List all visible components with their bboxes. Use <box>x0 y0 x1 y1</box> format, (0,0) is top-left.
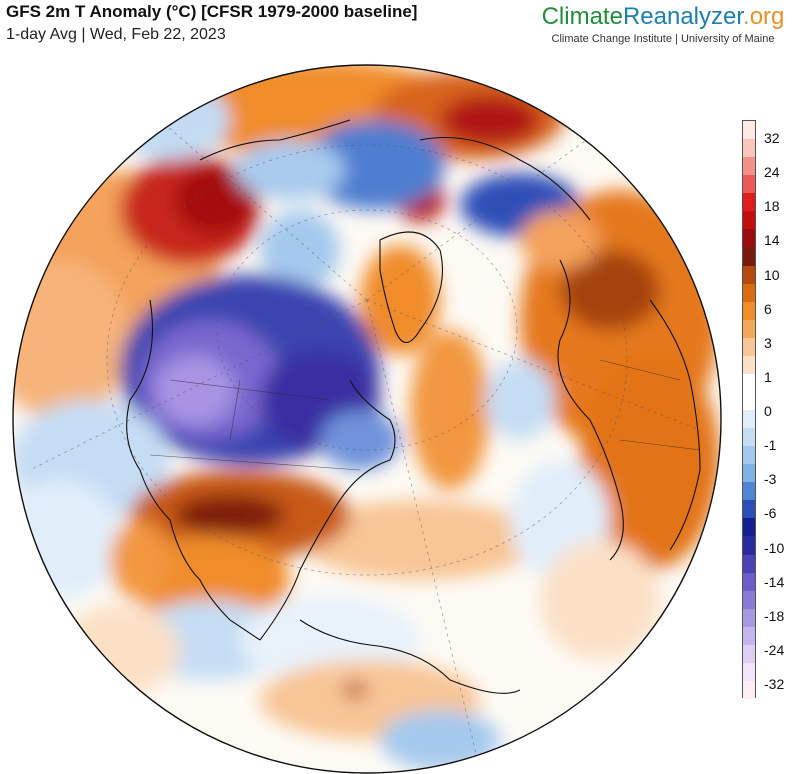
colorbar-segment <box>743 644 755 663</box>
colorbar-segment <box>743 319 755 338</box>
colorbar-segment <box>743 536 755 555</box>
colorbar <box>742 120 756 699</box>
colorbar-tick-label: 3 <box>764 334 772 351</box>
map-subtitle: 1-day Avg | Wed, Feb 22, 2023 <box>6 26 226 43</box>
colorbar-segment <box>743 626 755 645</box>
brand-tagline: Climate Change Institute | University of… <box>551 33 775 45</box>
map-title: GFS 2m T Anomaly (°C) [CFSR 1979-2000 ba… <box>6 2 418 21</box>
globe-disc <box>13 65 721 773</box>
globe-outline <box>12 64 722 774</box>
colorbar-segment <box>743 572 755 591</box>
colorbar-segment <box>743 337 755 356</box>
colorbar-segment <box>743 121 755 140</box>
colorbar-tick-label: 14 <box>764 232 780 249</box>
colorbar-segment <box>743 193 755 212</box>
colorbar-segment <box>743 446 755 465</box>
colorbar-segment <box>743 464 755 483</box>
colorbar-segment <box>743 175 755 194</box>
colorbar-segment <box>743 391 755 410</box>
colorbar-segment <box>743 680 755 699</box>
colorbar-tick-label: 24 <box>764 164 780 181</box>
colorbar-segment <box>743 500 755 519</box>
colorbar-tick-label: -10 <box>764 539 785 556</box>
colorbar-segment <box>743 662 755 681</box>
borders <box>149 359 701 471</box>
colorbar-segment <box>743 590 755 609</box>
colorbar-segment <box>743 373 755 392</box>
colorbar-tick-label: 6 <box>764 300 772 317</box>
brand-name: ClimateReanalyzer.org <box>541 3 785 30</box>
colorbar-tick-label: 10 <box>764 266 780 283</box>
colorbar-segment <box>743 301 755 320</box>
colorbar-tick-label: -6 <box>764 505 777 522</box>
coastlines <box>126 119 701 694</box>
colorbar-segment <box>743 283 755 302</box>
colorbar-segment <box>743 608 755 627</box>
colorbar-segment <box>743 410 755 429</box>
colorbar-segment <box>743 157 755 176</box>
colorbar-segment <box>743 428 755 447</box>
colorbar-segment <box>743 139 755 158</box>
colorbar-segment <box>743 265 755 284</box>
colorbar-tick-label: 0 <box>764 403 772 419</box>
colorbar-tick-label: -3 <box>764 471 777 488</box>
colorbar-tick-label: -24 <box>764 641 785 658</box>
brand-logo[interactable]: ClimateReanalyzer.org Climate Change Ins… <box>538 2 788 45</box>
colorbar-segment <box>743 518 755 537</box>
colorbar-tick-label: -14 <box>764 573 785 590</box>
colorbar-tick-label: 18 <box>764 198 780 215</box>
colorbar-tick-label: -32 <box>764 676 785 692</box>
colorbar-segment <box>743 211 755 230</box>
colorbar-tick-label: 32 <box>764 130 780 146</box>
colorbar-tick-label: -18 <box>764 607 785 624</box>
colorbar-segment <box>743 229 755 248</box>
colorbar-segment <box>743 355 755 374</box>
colorbar-segment <box>743 482 755 501</box>
graticule <box>29 119 701 771</box>
colorbar-tick-label: 1 <box>764 368 772 385</box>
colorbar-tick-label: -1 <box>764 437 777 454</box>
colorbar-segment <box>743 554 755 573</box>
colorbar-segment <box>743 247 755 266</box>
